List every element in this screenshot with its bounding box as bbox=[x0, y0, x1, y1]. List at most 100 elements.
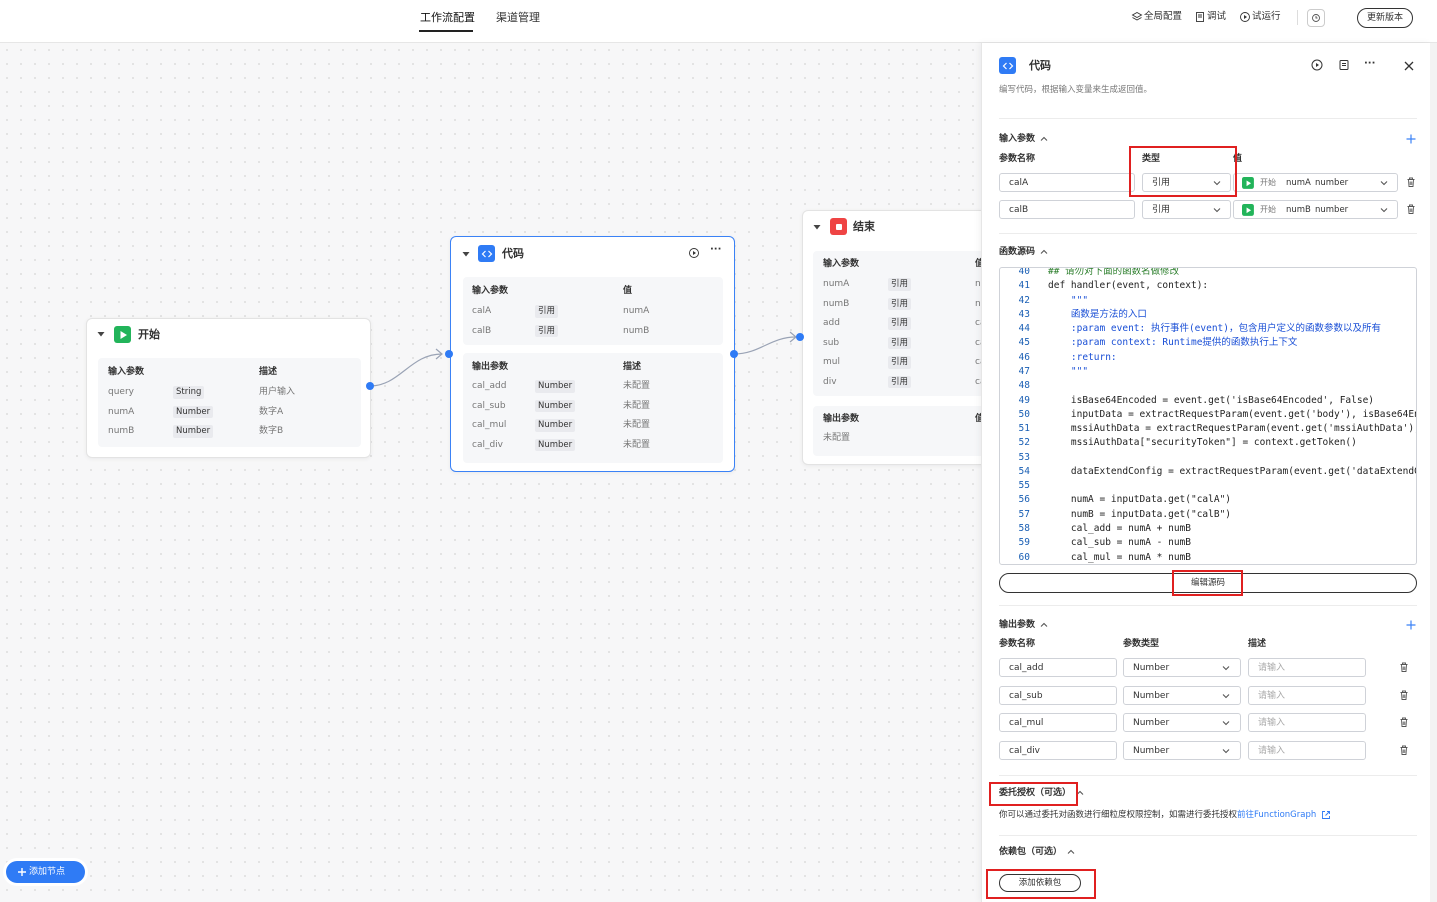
type-select[interactable]: 引用 bbox=[1142, 200, 1231, 219]
section-title[interactable]: 输出参数 bbox=[999, 620, 1036, 630]
type-value: Number bbox=[1133, 663, 1170, 673]
line-number: 60 bbox=[1018, 551, 1030, 563]
column-header: 值 bbox=[623, 286, 633, 296]
run-icon[interactable] bbox=[688, 247, 700, 259]
source-node: 开始 bbox=[1260, 178, 1276, 187]
action-icon[interactable] bbox=[1131, 11, 1143, 23]
collapse-icon[interactable] bbox=[1038, 619, 1050, 631]
value-select[interactable]: 开始 numB number bbox=[1233, 200, 1398, 219]
delete-button[interactable] bbox=[1398, 661, 1410, 673]
code-line: cal_mul = numA * numB bbox=[1048, 551, 1191, 563]
line-number: 56 bbox=[1018, 494, 1030, 506]
section-title[interactable]: 输入参数 bbox=[999, 134, 1036, 144]
section-title[interactable]: 依赖包（可选） bbox=[999, 847, 1063, 857]
start-node[interactable]: 开始 输入参数 描述 query String 用户输入 numA Number 数字A numB… bbox=[86, 318, 371, 458]
name-input[interactable]: calB bbox=[999, 200, 1135, 219]
source-node: 开始 bbox=[1260, 205, 1276, 214]
type-select[interactable]: Number bbox=[1123, 713, 1241, 733]
line-number: 40 bbox=[1018, 267, 1030, 277]
log-icon[interactable] bbox=[1338, 59, 1350, 71]
more-menu[interactable]: ··· bbox=[1364, 58, 1376, 69]
action-button[interactable]: 调试 bbox=[1207, 11, 1227, 22]
close-icon[interactable] bbox=[1403, 60, 1415, 72]
name-input[interactable]: cal_div bbox=[999, 740, 1117, 760]
name-input[interactable]: cal_add bbox=[999, 658, 1117, 677]
update-button[interactable]: 更新版本 bbox=[1357, 8, 1413, 28]
add-button[interactable] bbox=[1405, 619, 1417, 631]
add-button[interactable] bbox=[1405, 133, 1417, 145]
port[interactable] bbox=[445, 350, 453, 358]
name-input[interactable]: cal_mul bbox=[999, 713, 1117, 733]
variable-type: number bbox=[1315, 205, 1349, 215]
line-number: 57 bbox=[1018, 508, 1030, 520]
action-button[interactable]: 全局配置 bbox=[1144, 11, 1183, 22]
action-icon[interactable] bbox=[1194, 11, 1206, 23]
action-button[interactable]: 试运行 bbox=[1252, 11, 1281, 22]
section-title[interactable]: 函数源码 bbox=[999, 247, 1036, 257]
scrollbar[interactable] bbox=[1430, 43, 1437, 902]
collapse-icon[interactable] bbox=[1065, 846, 1077, 858]
line-number: 41 bbox=[1018, 280, 1030, 292]
port[interactable] bbox=[796, 333, 804, 341]
type-chip: Number bbox=[535, 419, 576, 432]
type-select[interactable]: Number bbox=[1123, 658, 1241, 677]
node-icon bbox=[1242, 177, 1254, 189]
node-icon bbox=[114, 326, 131, 343]
line-number: 53 bbox=[1018, 451, 1030, 463]
delete-button[interactable] bbox=[1398, 744, 1410, 756]
functiongraph-link[interactable]: 前往FunctionGraph bbox=[1237, 810, 1317, 820]
delete-button[interactable] bbox=[1405, 203, 1417, 215]
port[interactable] bbox=[730, 350, 738, 358]
end-node[interactable]: 结束输入参数值numA引用numAnumB引用numBadd引用cal_adds… bbox=[802, 210, 981, 465]
edge bbox=[369, 353, 443, 387]
type-chip: 引用 bbox=[888, 297, 912, 310]
value-select[interactable]: 开始 numA number bbox=[1233, 173, 1398, 192]
desc-input[interactable]: 请输入 bbox=[1248, 685, 1366, 705]
collapse-icon[interactable] bbox=[1038, 246, 1050, 258]
code-node[interactable]: 代码 ··· 输入参数 值 calA 引用 numA calB 引用 numB 输出参数 描述 cal_… bbox=[450, 236, 735, 472]
name-input[interactable]: calA bbox=[999, 173, 1135, 192]
port[interactable] bbox=[366, 382, 374, 390]
param-name: query bbox=[108, 387, 134, 397]
param-value: cal_add bbox=[975, 318, 981, 328]
param-box: 输出参数 描述 cal_add Number 未配置 cal_sub Number 未配置 ca… bbox=[463, 353, 723, 463]
param-value: cal_mul bbox=[975, 357, 981, 367]
section-title[interactable]: 委托授权（可选） bbox=[999, 788, 1072, 798]
collapse-icon[interactable] bbox=[1074, 787, 1086, 799]
edit-code-button[interactable]: 编辑源码 bbox=[999, 573, 1417, 593]
node-icon-glyph bbox=[120, 330, 127, 339]
add-dependency-button[interactable]: 添加依赖包 bbox=[999, 874, 1081, 892]
collapse-icon[interactable] bbox=[1038, 133, 1050, 145]
type-select[interactable]: Number bbox=[1123, 685, 1241, 705]
collapse-toggle[interactable] bbox=[811, 221, 823, 233]
desc-input[interactable]: 请输入 bbox=[1248, 740, 1366, 760]
name-input[interactable]: cal_sub bbox=[999, 685, 1117, 705]
collapse-toggle[interactable] bbox=[95, 328, 107, 340]
external-link-icon[interactable] bbox=[1320, 809, 1332, 821]
section-title: 输入参数 bbox=[108, 367, 145, 377]
desc-input[interactable]: 请输入 bbox=[1248, 713, 1366, 733]
delete-button[interactable] bbox=[1398, 716, 1410, 728]
collapse-toggle[interactable] bbox=[460, 248, 472, 260]
line-number: 54 bbox=[1018, 465, 1030, 477]
tab[interactable]: 工作流配置 bbox=[420, 11, 475, 24]
column-header: 描述 bbox=[1248, 639, 1267, 649]
line-number: 51 bbox=[1018, 423, 1030, 435]
code-editor[interactable]: 40 ## 请勿对下面的函数名做修改 41 def handler(event, co… bbox=[999, 267, 1417, 565]
code-line: numB = inputData.get("calB") bbox=[1048, 508, 1232, 520]
history-button[interactable] bbox=[1307, 9, 1325, 27]
tab[interactable]: 渠道管理 bbox=[496, 11, 540, 24]
add-node-button[interactable]: 添加节点 bbox=[6, 861, 85, 883]
desc-input[interactable]: 请输入 bbox=[1248, 658, 1366, 677]
delete-button[interactable] bbox=[1405, 176, 1417, 188]
action-icon[interactable] bbox=[1239, 11, 1251, 23]
type-select[interactable]: 引用 bbox=[1142, 173, 1231, 192]
more-menu[interactable]: ··· bbox=[710, 244, 722, 255]
run-icon[interactable] bbox=[1311, 59, 1323, 71]
chevron bbox=[1380, 208, 1388, 213]
line-number: 50 bbox=[1018, 408, 1030, 420]
type-select[interactable]: Number bbox=[1123, 740, 1241, 760]
param-value: numA bbox=[975, 279, 981, 289]
delete-button[interactable] bbox=[1398, 689, 1410, 701]
